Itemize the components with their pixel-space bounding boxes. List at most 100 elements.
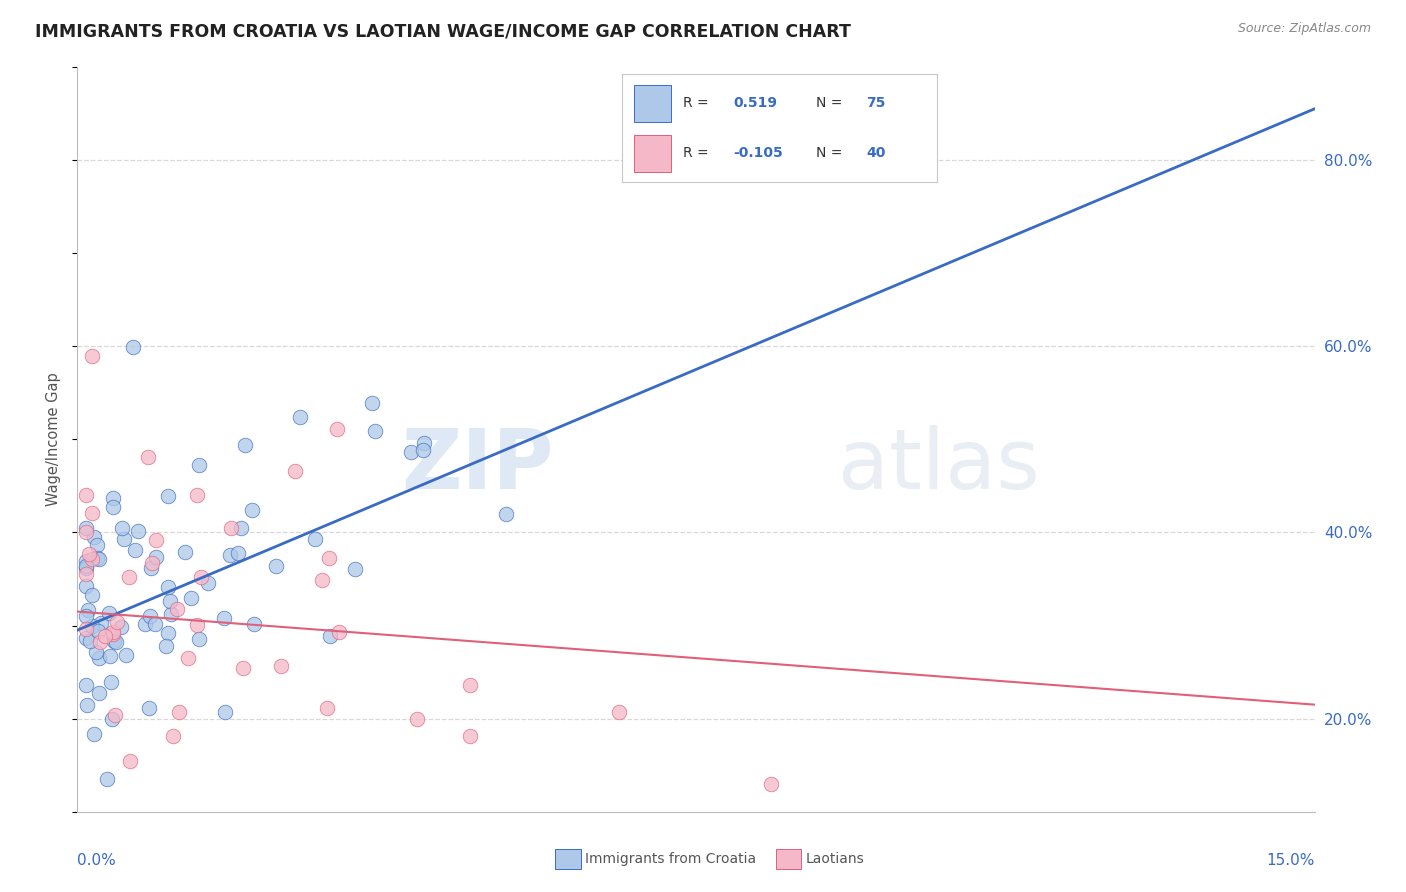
Point	[212, 611, 235, 625]
Point	[105, 635, 128, 649]
Point	[79, 547, 101, 561]
Point	[79, 634, 101, 648]
Point	[86, 538, 108, 552]
Point	[97, 606, 120, 620]
Point	[89, 552, 111, 566]
Point	[166, 602, 188, 616]
Point	[458, 729, 481, 743]
Point	[232, 661, 254, 675]
Point	[75, 488, 97, 502]
Point	[103, 500, 125, 515]
Point	[80, 506, 103, 520]
Text: Source: ZipAtlas.com: Source: ZipAtlas.com	[1237, 22, 1371, 36]
Point	[139, 608, 162, 623]
Point	[399, 445, 422, 459]
Point	[90, 615, 112, 630]
Point	[122, 340, 145, 354]
Point	[136, 450, 159, 464]
Point	[89, 651, 111, 665]
Point	[229, 521, 252, 535]
Point	[93, 629, 115, 643]
Point	[115, 648, 138, 662]
Point	[413, 436, 436, 450]
Point	[197, 575, 219, 590]
Point	[233, 438, 256, 452]
Point	[607, 705, 630, 719]
Point	[86, 551, 108, 566]
Point	[157, 489, 180, 503]
Point	[218, 548, 240, 562]
Point	[100, 674, 122, 689]
Point	[110, 620, 132, 634]
Point	[82, 588, 104, 602]
Point	[75, 678, 97, 692]
Point	[360, 395, 382, 409]
Point	[87, 686, 110, 700]
Point	[103, 633, 125, 648]
Point	[187, 458, 209, 472]
Point	[83, 727, 105, 741]
Text: IMMIGRANTS FROM CROATIA VS LAOTIAN WAGE/INCOME GAP CORRELATION CHART: IMMIGRANTS FROM CROATIA VS LAOTIAN WAGE/…	[35, 22, 851, 40]
Point	[127, 524, 149, 539]
Text: ZIP: ZIP	[401, 425, 554, 506]
Text: 15.0%: 15.0%	[1267, 853, 1315, 868]
Point	[75, 631, 97, 645]
Point	[75, 561, 97, 575]
Point	[214, 705, 236, 719]
Point	[290, 410, 312, 425]
Point	[100, 712, 122, 726]
Point	[458, 678, 481, 692]
Point	[82, 552, 104, 566]
Point	[243, 616, 266, 631]
Point	[96, 772, 118, 786]
Point	[406, 712, 429, 726]
Point	[138, 700, 160, 714]
Point	[176, 651, 198, 665]
Point	[759, 777, 782, 791]
Point	[226, 546, 249, 560]
Text: Laotians: Laotians	[806, 852, 865, 866]
Point	[75, 609, 97, 624]
Point	[139, 561, 162, 575]
Point	[112, 532, 135, 546]
Text: atlas: atlas	[838, 425, 1040, 506]
Point	[76, 603, 98, 617]
Point	[145, 550, 167, 565]
Point	[190, 570, 212, 584]
Point	[315, 701, 337, 715]
Point	[76, 698, 98, 712]
Point	[318, 551, 340, 566]
Point	[412, 442, 434, 457]
Point	[186, 618, 208, 632]
Point	[143, 616, 166, 631]
Point	[75, 623, 97, 637]
Point	[84, 644, 107, 658]
Y-axis label: Wage/Income Gap: Wage/Income Gap	[46, 373, 62, 506]
Point	[167, 706, 190, 720]
Point	[270, 659, 292, 673]
Point	[75, 579, 97, 593]
Point	[328, 625, 350, 640]
Point	[111, 521, 134, 535]
Point	[155, 639, 177, 653]
Point	[86, 624, 108, 638]
Point	[83, 530, 105, 544]
Point	[240, 503, 263, 517]
Point	[118, 570, 141, 584]
Point	[98, 649, 121, 664]
Point	[89, 635, 111, 649]
Point	[495, 507, 517, 521]
Point	[105, 615, 128, 629]
Point	[156, 625, 179, 640]
Point	[325, 422, 347, 436]
Point	[75, 521, 97, 535]
Point	[304, 532, 326, 546]
Point	[173, 544, 195, 558]
Point	[118, 754, 141, 768]
Point	[188, 632, 211, 646]
Point	[75, 566, 97, 581]
Point	[101, 627, 124, 641]
Point	[266, 558, 288, 573]
Point	[159, 593, 181, 607]
Point	[160, 607, 183, 622]
